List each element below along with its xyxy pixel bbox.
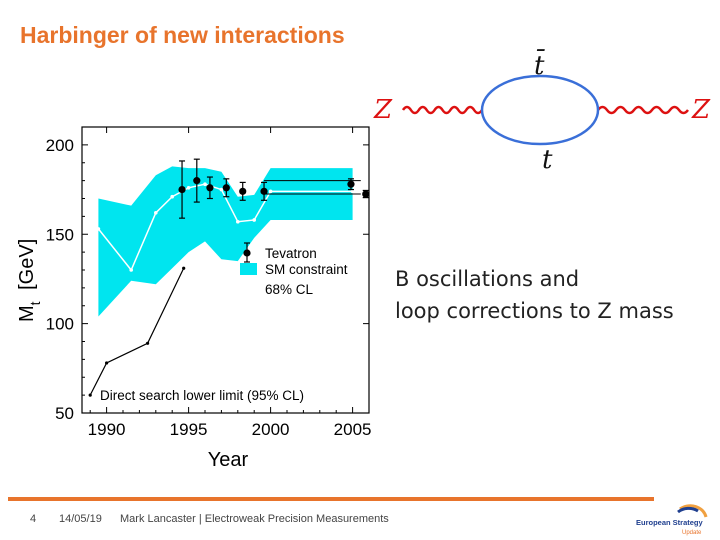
z-label-left: Z <box>373 95 393 125</box>
sm-central-point <box>170 194 174 199</box>
sm-central-point <box>96 227 101 231</box>
z-label-right: Z <box>691 95 711 125</box>
page-number: 4 <box>30 513 37 525</box>
direct-limit-line <box>89 267 185 396</box>
logo-swoosh-blue <box>677 506 699 514</box>
logo-subtext: Update <box>682 530 702 536</box>
y-tick-label: 200 <box>46 136 74 155</box>
side-text-line-1: B oscillations and <box>395 267 580 291</box>
direct-limit-point <box>182 266 186 270</box>
z-boson-left-line <box>401 105 484 115</box>
logo-text: European Strategy <box>636 518 704 527</box>
footer-divider <box>8 497 654 501</box>
european-strategy-logo: European Strategy Update <box>636 504 708 536</box>
x-tick-label: 2000 <box>252 420 290 439</box>
tevatron-point <box>222 184 230 192</box>
legend-tevatron-marker <box>243 249 251 257</box>
sm-central-point <box>219 187 224 192</box>
sm-central-point <box>186 185 191 190</box>
legend-cl-label: 68% CL <box>265 282 314 297</box>
z-boson-right-line <box>597 105 689 115</box>
y-tick-label: 150 <box>46 225 74 244</box>
tevatron-point <box>193 177 201 185</box>
x-axis-label: Year <box>208 449 249 471</box>
x-tick-label: 1995 <box>170 420 208 439</box>
top-mass-chart: 50 100 150 200 1990 1995 2000 2005 Year Mt [GeV] T… <box>16 126 372 471</box>
y-axis-label: Mt [GeV] <box>16 239 43 322</box>
footer-date: 14/05/19 <box>59 513 102 525</box>
sm-constraint-band <box>98 166 353 317</box>
sm-central-point <box>154 211 158 215</box>
y-tick-label: 100 <box>46 315 74 334</box>
tevatron-point <box>206 184 214 192</box>
legend-tevatron-label: Tevatron <box>265 246 317 261</box>
feynman-diagram: Z Z t̄ t <box>373 48 711 175</box>
x-tick-label: 1990 <box>88 420 126 439</box>
footer-author: Mark Lancaster | Electroweak Precision M… <box>120 513 389 525</box>
sm-central-point <box>350 189 355 194</box>
sm-central-point <box>252 218 256 222</box>
y-axis-label-unit: [GeV] <box>16 239 38 296</box>
direct-limit-point <box>146 341 150 345</box>
legend-sm-swatch <box>240 263 257 275</box>
top-quark-loop <box>480 74 600 146</box>
direct-limit-point <box>105 361 109 365</box>
slide-title: Harbinger of new interactions <box>20 22 345 48</box>
sm-central-point <box>129 268 133 272</box>
tevatron-point <box>362 190 370 198</box>
tevatron-point <box>347 180 355 188</box>
sm-central-point <box>236 219 240 224</box>
y-tick-label: 50 <box>55 404 74 423</box>
sm-central-point <box>268 189 273 194</box>
side-text: B oscillations and loop corrections to Z… <box>395 263 674 327</box>
tevatron-point <box>260 187 268 195</box>
x-tick-label: 2005 <box>334 420 372 439</box>
anti-top-label: t̄ <box>534 48 546 81</box>
logo-swoosh-orange <box>679 504 708 518</box>
direct-limit-annotation: Direct search lower limit (95% CL) <box>100 388 304 403</box>
direct-limit-point <box>88 393 92 397</box>
top-label: t <box>542 145 553 175</box>
side-text-line-2: loop corrections to Z mass <box>395 299 674 323</box>
sm-central-point <box>203 182 207 186</box>
tevatron-point <box>239 187 247 195</box>
tevatron-point <box>178 185 186 194</box>
legend-sm-label: SM constraint <box>265 262 348 277</box>
y-axis-label-main: M <box>16 305 38 322</box>
y-axis-label-subscript: t <box>27 301 43 305</box>
